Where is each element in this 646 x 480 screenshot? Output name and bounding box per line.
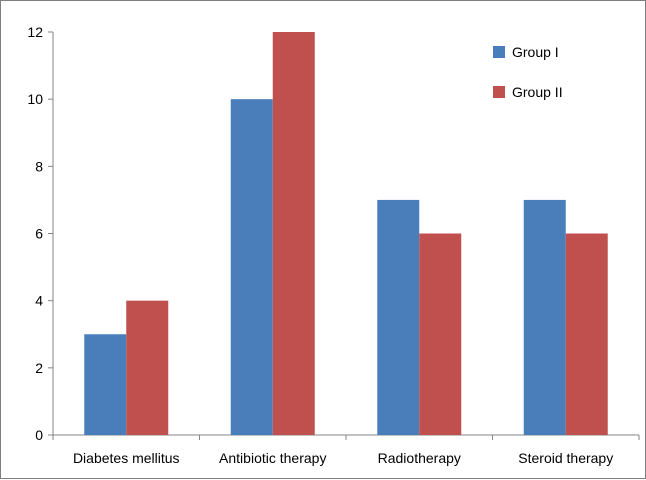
bar-group-ii-0 bbox=[126, 300, 169, 435]
bar-group-i-3 bbox=[523, 199, 566, 435]
y-tick-label: 2 bbox=[35, 360, 43, 376]
y-tick-label: 8 bbox=[35, 158, 43, 174]
bar-group-i-0 bbox=[84, 334, 127, 435]
legend-label: Group I bbox=[512, 44, 559, 60]
x-axis-categories: Diabetes mellitus Antibiotic therapy Radio… bbox=[52, 435, 640, 466]
y-tick-label: 0 bbox=[35, 427, 43, 443]
legend-swatch bbox=[493, 86, 505, 98]
legend-swatch bbox=[493, 46, 505, 58]
bars bbox=[84, 32, 608, 436]
y-tick-label: 6 bbox=[35, 226, 43, 242]
legend: Group I Group II bbox=[493, 44, 563, 100]
y-axis-ticks: 0 2 4 6 8 10 12 bbox=[27, 24, 53, 443]
y-tick-label: 12 bbox=[27, 24, 43, 40]
x-category-label: Radiotherapy bbox=[378, 450, 461, 466]
bar-group-i-1 bbox=[230, 99, 273, 436]
y-tick-label: 10 bbox=[27, 91, 43, 107]
legend-label: Group II bbox=[512, 84, 563, 100]
bar-group-i-2 bbox=[377, 199, 420, 435]
bar-group-ii-2 bbox=[419, 233, 462, 435]
bar-group-ii-1 bbox=[272, 32, 315, 435]
x-category-label: Diabetes mellitus bbox=[73, 450, 180, 466]
x-category-label: Antibiotic therapy bbox=[219, 450, 326, 466]
x-category-label: Steroid therapy bbox=[518, 450, 613, 466]
y-tick-label: 4 bbox=[35, 293, 43, 309]
bar-group-ii-3 bbox=[565, 233, 608, 435]
